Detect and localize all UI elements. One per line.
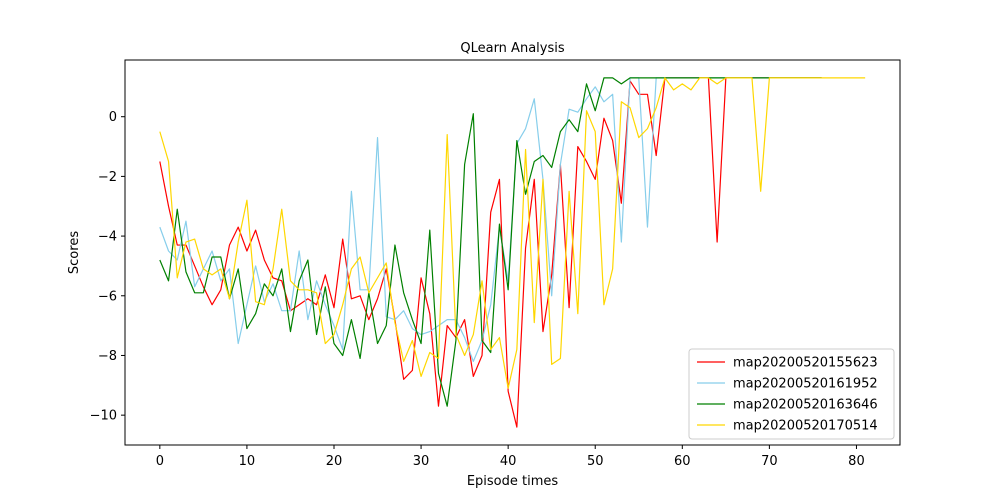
series-line-4 bbox=[159, 77, 866, 389]
legend-label-2: map20200520161952 bbox=[733, 377, 878, 392]
x-tick-label: 20 bbox=[326, 454, 343, 469]
x-tick-label: 10 bbox=[239, 454, 256, 469]
chart-title: QLearn Analysis bbox=[460, 41, 564, 56]
y-tick-label: 0 bbox=[109, 110, 117, 125]
x-tick-label: 50 bbox=[587, 454, 604, 469]
x-tick-label: 80 bbox=[848, 454, 865, 469]
series-line-1 bbox=[159, 77, 822, 428]
y-axis-label: Scores bbox=[67, 231, 82, 274]
series-layer bbox=[159, 77, 866, 428]
y-tick-label: −4 bbox=[98, 230, 117, 245]
y-tick-label: −10 bbox=[90, 409, 117, 424]
x-tick-label: 60 bbox=[674, 454, 691, 469]
x-tick-label: 40 bbox=[500, 454, 517, 469]
x-axis-label: Episode times bbox=[467, 474, 559, 489]
plot-frame bbox=[124, 59, 901, 446]
x-tick-label: 0 bbox=[156, 454, 164, 469]
legend-label-4: map20200520170514 bbox=[733, 419, 878, 434]
legend-label-1: map20200520155623 bbox=[733, 356, 878, 371]
y-axis-ticks: −10 −8 −6 −4 −2 0 bbox=[90, 110, 125, 424]
x-tick-label: 70 bbox=[761, 454, 778, 469]
series-line-3 bbox=[159, 77, 822, 407]
y-tick-label: −8 bbox=[98, 349, 117, 364]
x-axis-ticks: 0 10 20 30 40 50 60 70 80 bbox=[156, 445, 865, 469]
x-tick-label: 30 bbox=[413, 454, 430, 469]
legend: map20200520155623 map20200520161952 map202… bbox=[688, 348, 895, 440]
y-tick-label: −6 bbox=[98, 289, 117, 304]
legend-label-3: map20200520163646 bbox=[733, 398, 878, 413]
y-tick-label: −2 bbox=[98, 170, 117, 185]
legend-box bbox=[688, 348, 895, 440]
